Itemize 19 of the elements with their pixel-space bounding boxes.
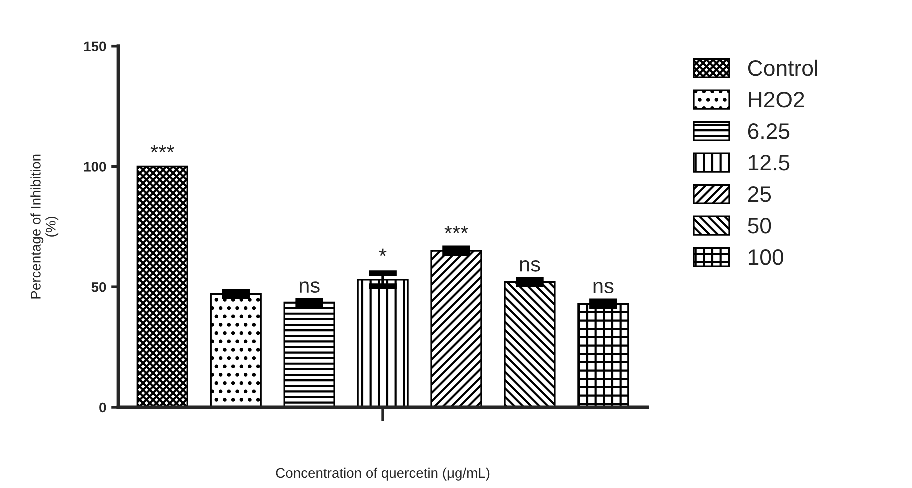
y-tick-label: 150 xyxy=(84,42,106,52)
legend-label: 25 xyxy=(748,186,772,202)
y-tick-label: 0 xyxy=(100,402,106,413)
data-label: ns xyxy=(594,282,614,294)
data-label: ns xyxy=(520,260,540,272)
y-tick-label: 50 xyxy=(92,282,106,292)
legend-label: 6.25 xyxy=(748,124,790,140)
legend-label: Control xyxy=(748,60,818,76)
y-axis-title: Percentage of Inhibition (%) xyxy=(30,154,59,299)
x-axis-title: Concentration of quercetin (μg/mL) xyxy=(276,468,490,481)
legend-label: 50 xyxy=(748,218,772,234)
y-tick-label: 100 xyxy=(84,162,106,172)
data-label: ns xyxy=(300,282,320,294)
data-label: *** xyxy=(444,226,468,234)
data-label: * xyxy=(379,248,387,256)
legend-label: 12.5 xyxy=(748,155,790,171)
legend-label: H2O2 xyxy=(749,92,804,108)
legend-label: 100 xyxy=(748,250,784,266)
data-label: *** xyxy=(150,145,174,153)
